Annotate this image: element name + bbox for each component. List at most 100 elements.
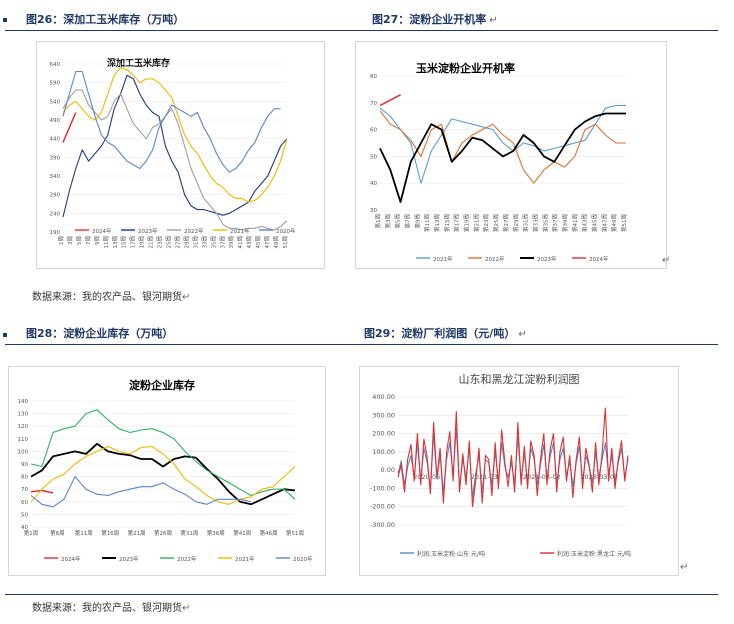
header-rule-top (5, 30, 718, 31)
series-line (379, 112, 626, 203)
x-tick-label: 第1周 (24, 529, 39, 537)
chart-title: 深加工玉米库存 (107, 57, 170, 69)
y-tick-label: 70 (21, 487, 28, 493)
x-tick-label: 第17周 (453, 214, 461, 232)
y-tick-label: 640 (50, 62, 61, 68)
chart-title: 山东和黑龙江淀粉利润图 (459, 372, 580, 386)
legend-label: 2021年 (235, 555, 255, 563)
legend-label: 2024年 (589, 255, 609, 263)
legend-label: 2024年 (92, 227, 112, 235)
x-tick-label: 第49周 (610, 214, 618, 232)
y-tick-label: 100.00 (372, 448, 395, 456)
x-tick-label: 第25周 (492, 214, 500, 232)
x-tick-label: 41周 (237, 236, 244, 249)
figure-28-title: 图28：淀粉企业库存（万吨） (26, 327, 174, 340)
return-mark: ↵ (662, 255, 671, 266)
legend-label: 2021年 (230, 227, 250, 235)
chart-title: 淀粉企业库存 (129, 378, 195, 392)
legend-label: 2023年 (537, 255, 557, 263)
x-tick-label: 第47周 (600, 214, 608, 232)
x-tick-label: 2020-06 (413, 473, 440, 481)
x-tick-label: 35周 (210, 236, 217, 249)
y-tick-label: 130 (18, 412, 29, 418)
x-tick-label: 第33周 (531, 214, 539, 232)
x-tick-label: 1周 (58, 236, 65, 245)
y-tick-label: 240 (50, 211, 61, 217)
y-tick-label: -200.00 (370, 503, 395, 511)
legend-label: 2022年 (485, 255, 505, 263)
series-line (30, 445, 296, 505)
y-tick-label: 440 (50, 137, 61, 143)
series-line (62, 74, 288, 218)
y-tick-label: 190 (50, 230, 61, 236)
source-bottom: 数据来源：我的农产品、银河期货↵ (32, 603, 191, 614)
x-tick-label: 第7周 (404, 214, 412, 229)
x-tick-label: 49周 (273, 236, 280, 249)
footer-rule (5, 594, 718, 595)
series-line (397, 407, 629, 508)
series-line (62, 67, 288, 203)
series-line (379, 94, 401, 107)
y-tick-label: -300.00 (370, 521, 395, 529)
x-tick-label: 第6周 (50, 529, 65, 537)
y-tick-label: 110 (18, 437, 29, 443)
y-tick-label: 70 (370, 101, 377, 107)
x-tick-label: 第37周 (551, 214, 559, 232)
y-tick-label: 400.00 (372, 393, 395, 401)
legend-label: 利润:玉米淀粉:山东 元/吨 (417, 550, 485, 558)
x-tick-label: 第39周 (561, 214, 569, 232)
x-tick-label: 第21周 (472, 214, 480, 232)
x-tick-label: 第16周 (101, 529, 119, 537)
x-tick-label: 45周 (255, 236, 262, 249)
header-rule-bottom (5, 344, 718, 345)
x-tick-label: 13周 (112, 236, 119, 249)
y-tick-label: 50 (21, 512, 28, 518)
x-tick-label: 第51周 (620, 214, 628, 232)
series-line (30, 476, 252, 508)
x-tick-label: 第23周 (482, 214, 490, 232)
chart-frame-26: 深加工玉米库存 640 590 540 490 440 390 340 290 240 190 1周 3… (36, 41, 325, 269)
x-tick-label: 5周 (76, 236, 83, 245)
x-tick-label: 第51周 (286, 529, 304, 537)
x-tick-label: 27周 (174, 236, 181, 249)
x-tick-label: 第27周 (502, 214, 510, 232)
x-tick-label: 39周 (228, 236, 235, 249)
x-tick-label: 第46周 (260, 529, 278, 537)
x-tick-label: 第36周 (207, 529, 225, 537)
y-tick-label: 140 (18, 399, 29, 405)
legend-label: 2024年 (61, 555, 81, 563)
chart-frame-28: 淀粉企业库存 140 130 120 110 100 90 80 70 60 50 40 第1周 第6周 第… (8, 366, 326, 576)
legend-label: 2022年 (177, 555, 197, 563)
legend-label: 2020年 (276, 227, 296, 235)
x-tick-label: 第11周 (75, 529, 93, 537)
series-line (30, 489, 54, 494)
x-tick-label: 第9周 (413, 214, 421, 229)
x-tick-label: 2021-03-02 (523, 473, 561, 481)
x-tick-label: 47周 (264, 236, 271, 249)
x-tick-label: 第19周 (463, 214, 471, 232)
x-tick-label: 第45周 (590, 214, 598, 232)
x-tick-label: 第3周 (384, 214, 392, 229)
x-tick-label: 第43周 (581, 214, 589, 232)
chart-29-svg: 山东和黑龙江淀粉利润图 400.00 300.00 200.00 100.00 0.00 -… (370, 372, 631, 558)
y-tick-label: 590 (50, 81, 61, 87)
x-tick-label: 7周 (85, 236, 92, 245)
chart-title: 玉米淀粉企业开机率 (416, 61, 515, 75)
x-tick-label: 第41周 (233, 529, 251, 537)
return-mark: ↵ (680, 562, 689, 573)
y-tick-label: 490 (50, 118, 61, 124)
x-tick-label: 37周 (219, 236, 226, 249)
x-tick-label: 11周 (103, 236, 110, 249)
y-tick-label: 300.00 (372, 411, 395, 419)
chart-frame-27: 玉米淀粉企业开机率 80 70 60 50 40 30 第1周 第3周 第5周 第7周 第9周 第11周… (355, 41, 667, 269)
series-line (379, 104, 626, 184)
x-tick-label: 第21周 (128, 529, 146, 537)
x-tick-label: 3周 (67, 236, 74, 245)
x-tick-label: 第31周 (180, 529, 198, 537)
y-tick-label: 390 (50, 155, 61, 161)
figure-27-title: 图27：淀粉企业开机率 ↵ (372, 13, 498, 26)
legend-label: 2021年 (433, 255, 453, 263)
legend-label: 2022年 (184, 227, 204, 235)
